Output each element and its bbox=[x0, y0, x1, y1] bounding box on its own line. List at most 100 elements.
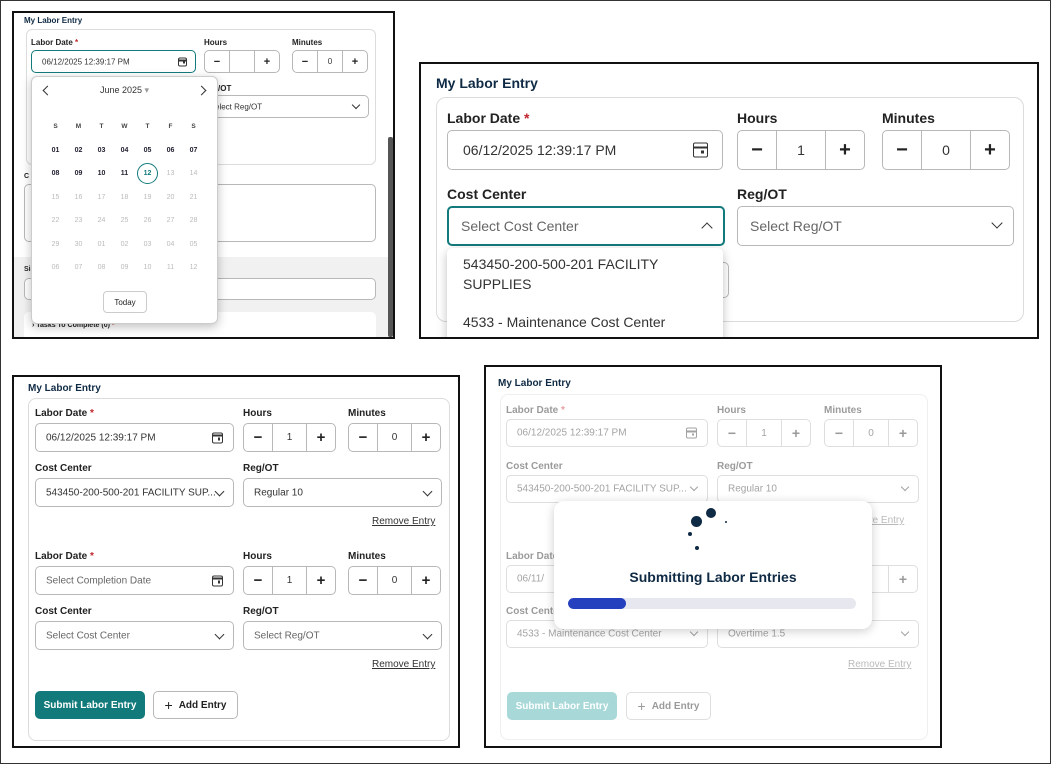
hours-stepper[interactable]: − + bbox=[204, 50, 280, 73]
calendar-day: 06 bbox=[44, 256, 67, 280]
cost-center-select[interactable]: Select Cost Center bbox=[447, 206, 725, 246]
minutes-label: Minutes bbox=[348, 408, 386, 419]
labor-date-input[interactable]: 06/12/2025 12:39:17 PM bbox=[31, 50, 196, 73]
decrement-minutes-button[interactable]: − bbox=[358, 572, 368, 589]
minutes-stepper[interactable]: − 0 + bbox=[882, 130, 1010, 170]
calendar-icon[interactable] bbox=[693, 142, 708, 158]
hours-value[interactable] bbox=[229, 51, 255, 72]
increment-minutes-button[interactable]: + bbox=[421, 572, 431, 589]
calendar-day[interactable]: 01 bbox=[44, 139, 67, 163]
calendar-day[interactable]: 06 bbox=[159, 139, 182, 163]
decrement-minutes-button: − bbox=[834, 425, 844, 441]
calendar-day[interactable]: 07 bbox=[182, 139, 205, 163]
minutes-value[interactable]: 0 bbox=[377, 567, 412, 594]
minutes-label: Minutes bbox=[882, 110, 935, 126]
minutes-stepper[interactable]: − 0 + bbox=[348, 566, 441, 595]
increment-minutes-button[interactable]: + bbox=[421, 429, 431, 446]
increment-minutes-button[interactable]: + bbox=[984, 138, 996, 161]
regot-label: Reg/OT bbox=[243, 606, 279, 617]
cost-center-label: Cost Center bbox=[506, 461, 563, 472]
hours-stepper[interactable]: − 1 + bbox=[243, 423, 336, 452]
today-button[interactable]: Today bbox=[103, 291, 147, 313]
regot-select[interactable]: Regular 10 bbox=[243, 478, 442, 507]
calendar-day: 12 bbox=[182, 256, 205, 280]
increment-hours-button: + bbox=[791, 425, 801, 441]
increment-hours-button[interactable]: + bbox=[263, 55, 271, 68]
hours-stepper[interactable]: − 1 + bbox=[243, 566, 336, 595]
calendar-day-number: 24 bbox=[97, 217, 106, 225]
submitting-title: Submitting Labor Entries bbox=[629, 569, 797, 585]
calendar-day-number: 08 bbox=[51, 170, 60, 178]
labor-date-label: Labor Date * bbox=[31, 38, 79, 47]
calendar-day[interactable]: 05 bbox=[136, 139, 159, 163]
chevron-down-icon bbox=[351, 100, 361, 109]
scrollbar[interactable] bbox=[388, 137, 393, 337]
weekday-header: T bbox=[145, 123, 150, 131]
hours-stepper: − 1 + bbox=[717, 419, 811, 447]
labor-date-label: Labor Date bbox=[506, 551, 559, 562]
calendar-day-selected[interactable]: 12 bbox=[136, 162, 159, 186]
calendar-day[interactable]: 11 bbox=[113, 162, 136, 186]
calendar-icon[interactable] bbox=[212, 575, 223, 586]
remove-entry-link[interactable]: Remove Entry bbox=[372, 516, 436, 527]
hours-value[interactable]: 1 bbox=[272, 424, 307, 451]
chevron-down-icon bbox=[422, 486, 433, 496]
labor-date-input[interactable]: 06/12/2025 12:39:17 PM bbox=[35, 423, 234, 452]
decrement-hours-button[interactable]: − bbox=[751, 138, 763, 161]
decrement-hours-button[interactable]: − bbox=[253, 572, 263, 589]
decrement-hours-button[interactable]: − bbox=[253, 429, 263, 446]
weekday-header: M bbox=[75, 123, 82, 131]
calendar-day[interactable]: 02 bbox=[67, 139, 90, 163]
decrement-minutes-button[interactable]: − bbox=[358, 429, 368, 446]
add-entry-button[interactable]: + Add Entry bbox=[153, 691, 238, 719]
decrement-hours-button[interactable]: − bbox=[213, 55, 221, 68]
decrement-minutes-button[interactable]: − bbox=[301, 55, 309, 68]
chevron-down-icon bbox=[900, 627, 910, 637]
option-maintenance[interactable]: 4533 - Maintenance Cost Center bbox=[463, 314, 666, 330]
chevron-down-icon bbox=[991, 217, 1003, 229]
calendar-day[interactable]: 08 bbox=[44, 162, 67, 186]
minutes-value[interactable]: 0 bbox=[317, 51, 343, 72]
calendar-day: 21 bbox=[182, 186, 205, 210]
calendar-day[interactable]: 04 bbox=[113, 139, 136, 163]
month-selector[interactable]: June 2025 ▾ bbox=[99, 85, 150, 95]
calendar-day[interactable]: 03 bbox=[90, 139, 113, 163]
remove-entry-link[interactable]: Remove Entry bbox=[372, 659, 436, 670]
increment-hours-button[interactable]: + bbox=[316, 572, 326, 589]
hours-value[interactable]: 1 bbox=[776, 131, 826, 169]
calendar-day-number: 14 bbox=[189, 170, 198, 178]
cost-center-select[interactable]: 543450-200-500-201 FACILITY SUP... bbox=[35, 478, 234, 507]
submit-labor-entry-button[interactable]: Submit Labor Entry bbox=[35, 691, 145, 719]
calendar-day: 20 bbox=[159, 186, 182, 210]
calendar-day-number: 26 bbox=[143, 217, 152, 225]
minutes-value[interactable]: 0 bbox=[921, 131, 971, 169]
minutes-value: 0 bbox=[853, 420, 889, 446]
labor-date-input[interactable]: Select Completion Date bbox=[35, 566, 234, 595]
decrement-minutes-button[interactable]: − bbox=[896, 138, 908, 161]
calendar-day-number: 27 bbox=[166, 217, 175, 225]
calendar-day[interactable]: 09 bbox=[67, 162, 90, 186]
minutes-stepper[interactable]: − 0 + bbox=[292, 50, 368, 73]
increment-hours-button[interactable]: + bbox=[839, 138, 851, 161]
labor-date-label: Labor Date * bbox=[506, 405, 565, 416]
regot-select[interactable]: elect Reg/OT bbox=[204, 95, 369, 118]
calendar-icon[interactable] bbox=[178, 57, 187, 66]
calendar-icon[interactable] bbox=[212, 432, 223, 443]
option-facility-supplies[interactable]: 543450-200-500-201 FACILITY SUPPLIES bbox=[463, 256, 659, 292]
increment-minutes-button[interactable]: + bbox=[351, 55, 359, 68]
increment-hours-button[interactable]: + bbox=[316, 429, 326, 446]
regot-select[interactable]: Select Reg/OT bbox=[737, 206, 1014, 246]
calendar-day-number: 29 bbox=[51, 240, 60, 248]
labor-date-input[interactable]: 06/12/2025 12:39:17 PM bbox=[447, 130, 723, 170]
regot-select[interactable]: Select Reg/OT bbox=[243, 621, 442, 650]
hours-stepper[interactable]: − 1 + bbox=[737, 130, 865, 170]
minutes-value[interactable]: 0 bbox=[377, 424, 412, 451]
hours-value[interactable]: 1 bbox=[272, 567, 307, 594]
chevron-down-icon bbox=[214, 629, 225, 639]
tasks-toggle[interactable]: › Tasks To Complete (0) * bbox=[32, 322, 115, 329]
minutes-stepper[interactable]: − 0 + bbox=[348, 423, 441, 452]
cost-center-label: Cost Center bbox=[35, 463, 92, 474]
calendar-day[interactable]: 10 bbox=[90, 162, 113, 186]
cost-center-select[interactable]: Select Cost Center bbox=[35, 621, 234, 650]
date-picker-popup: June 2025 ▾ S M T W T F S 01 02 03 04 05 06 07 08 09 10 1… bbox=[31, 76, 218, 324]
